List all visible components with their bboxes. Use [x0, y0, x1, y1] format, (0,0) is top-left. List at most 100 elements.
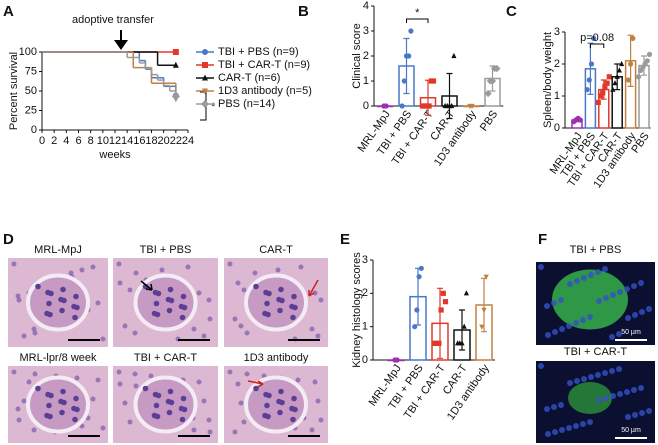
- glomerular-cell: [291, 293, 297, 300]
- annotation: adoptive transfer: [72, 14, 154, 26]
- y-tick-label: 1: [554, 90, 560, 102]
- y-tick-label: 3: [554, 26, 560, 38]
- x-tick-label: 2: [51, 135, 57, 147]
- data-point: [430, 78, 437, 84]
- data-point: [630, 35, 636, 42]
- panel-letter: D: [3, 231, 14, 248]
- cell-nucleus: [241, 287, 247, 293]
- glomerular-cell: [59, 409, 65, 416]
- cell-nucleus: [74, 375, 80, 381]
- cell-nucleus: [201, 333, 207, 339]
- data-point: [619, 60, 625, 67]
- nucleus: [638, 280, 644, 286]
- image-label: TBI + CAR-T: [564, 346, 628, 358]
- image-label: TBI + PBS: [570, 244, 622, 256]
- legend-label: CAR-T (n=6): [218, 72, 280, 84]
- glomerular-cell: [166, 307, 173, 314]
- y-tick-label: 4: [363, 0, 369, 12]
- nucleus: [603, 395, 609, 401]
- annotation: *: [211, 101, 216, 113]
- nucleus: [632, 412, 638, 418]
- cell-nucleus: [122, 323, 128, 329]
- glomerulus: [26, 375, 90, 434]
- cell-nucleus: [227, 369, 233, 375]
- data-point: [600, 90, 606, 96]
- glomerular-cell: [73, 293, 79, 300]
- arrow: [140, 280, 153, 291]
- cell-nucleus: [32, 371, 38, 377]
- glomerular-cell: [178, 405, 185, 412]
- nucleus: [558, 402, 564, 408]
- nucleus: [587, 314, 593, 320]
- glomerular-cell: [289, 405, 295, 412]
- cell-nucleus: [116, 369, 122, 375]
- cell-nucleus: [16, 297, 22, 303]
- nucleus: [581, 376, 587, 382]
- y-tick-label: 0: [31, 124, 37, 136]
- nucleus: [616, 366, 622, 372]
- glomerular-cell: [291, 395, 297, 402]
- data-point: [604, 80, 610, 86]
- nucleus: [617, 391, 623, 397]
- glomerular-cell: [45, 289, 51, 296]
- data-point: [412, 324, 418, 330]
- data-point: [628, 61, 634, 67]
- nucleus: [580, 421, 586, 427]
- nucleus: [551, 404, 557, 410]
- data-point: [469, 103, 475, 110]
- cell-nucleus: [318, 417, 324, 423]
- x-tick-label: 14: [121, 135, 133, 147]
- nucleus: [639, 309, 645, 315]
- nucleus: [595, 372, 601, 378]
- x-tick-label: 24: [182, 135, 194, 147]
- cell-nucleus: [15, 406, 21, 412]
- nucleus: [602, 370, 608, 376]
- data-point: [646, 51, 653, 58]
- glomerular-cell: [45, 391, 51, 398]
- y-axis-label: Spleen/body weight: [542, 32, 554, 128]
- nucleus: [573, 320, 579, 326]
- cell-nucleus: [21, 398, 27, 404]
- cell-nucleus: [133, 383, 139, 389]
- nucleus: [617, 289, 623, 295]
- nucleus: [574, 378, 580, 384]
- cell-nucleus: [207, 429, 213, 435]
- glomerular-cell: [72, 314, 78, 321]
- glomerular-cell: [153, 300, 160, 307]
- data-point: [408, 28, 414, 34]
- cell-nucleus: [206, 297, 212, 303]
- y-axis-label: Percent survival: [8, 52, 20, 130]
- nucleus: [544, 406, 550, 412]
- glomerular-cell: [71, 405, 77, 412]
- cell-nucleus: [235, 280, 241, 286]
- cell-nucleus: [238, 400, 244, 406]
- end-marker: [172, 49, 179, 55]
- cell-nucleus: [196, 290, 202, 296]
- x-tick-label: 8: [88, 135, 94, 147]
- glomerular-cell: [263, 289, 269, 296]
- cell-nucleus: [79, 267, 85, 273]
- legend-label: TBI + PBS (n=9): [218, 46, 299, 58]
- cell-nucleus: [132, 371, 138, 377]
- y-tick-label: 0: [363, 100, 369, 112]
- glomerular-cell: [262, 310, 268, 317]
- cell-nucleus: [117, 280, 123, 286]
- cell-nucleus: [185, 264, 191, 270]
- panel-letter: C: [506, 3, 517, 20]
- data-point: [577, 117, 583, 123]
- glomerular-cell: [71, 303, 77, 310]
- glomerulus: [133, 375, 198, 434]
- glomerular-cell: [276, 296, 282, 303]
- error-bar: [403, 37, 410, 95]
- nucleus: [602, 266, 608, 272]
- data-point: [463, 290, 469, 296]
- data-point: [426, 103, 432, 109]
- nucleus: [545, 431, 551, 437]
- nucleus: [552, 429, 558, 435]
- annotation: *: [415, 7, 420, 19]
- data-point: [383, 103, 389, 109]
- data-point: [610, 86, 616, 92]
- data-point: [644, 58, 650, 64]
- scale-bar-label: 50 µm: [621, 427, 641, 434]
- cell-nucleus: [252, 270, 258, 276]
